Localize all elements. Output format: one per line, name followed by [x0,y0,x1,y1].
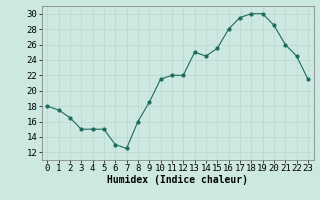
X-axis label: Humidex (Indice chaleur): Humidex (Indice chaleur) [107,175,248,185]
